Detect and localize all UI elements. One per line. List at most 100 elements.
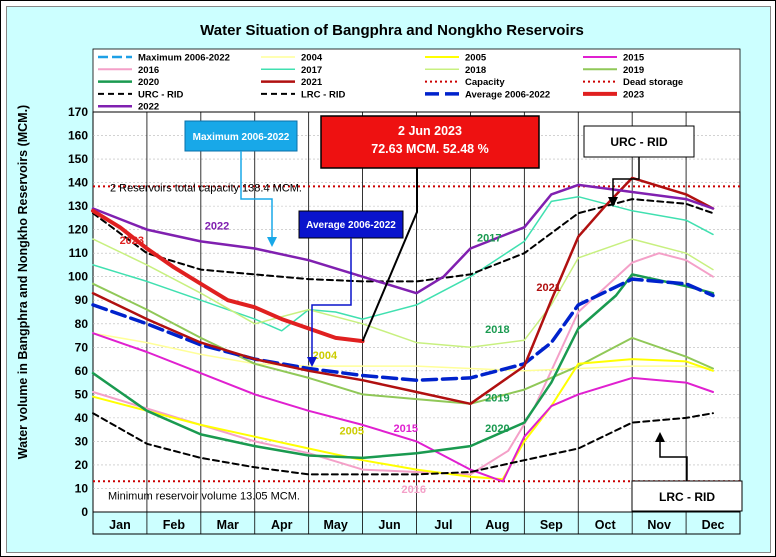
series-label: 2019 <box>485 392 509 404</box>
series-label: 2016 <box>402 484 426 496</box>
series-labels: 2022 2023 2017 2021 2018 2004 2019 2005 2015 2020… <box>120 221 561 497</box>
series-label: 2022 <box>205 221 229 233</box>
avg-callout-arrow <box>307 357 317 367</box>
current-value-date: 2 Jun 2023 <box>398 124 462 138</box>
series-line-lrc-rid <box>92 412 714 476</box>
series-line-2005 <box>92 358 714 481</box>
legend-box <box>92 48 741 113</box>
reservoir-chart: Water Situation of Bangphra and Nongkho … <box>16 22 743 535</box>
y-tick-label: 120 <box>68 223 88 237</box>
x-tick-label: Mar <box>217 518 239 532</box>
legend-label: Average 2006-2022 <box>465 89 550 100</box>
series-label: 2017 <box>477 232 501 244</box>
callouts: 2 Jun 2023 72.63 MCM. 52.48 % Maximum 2006… <box>184 115 743 512</box>
series-label: 2023 <box>120 235 144 247</box>
axes: 0 10 20 30 40 50 60 70 80 90 100 110 120 130 140 150 160… <box>68 105 741 535</box>
x-tick-label: Oct <box>595 518 617 532</box>
series-line-2022 <box>91 183 715 295</box>
series-label: 2021 <box>536 282 560 294</box>
y-tick-label: 80 <box>75 317 89 331</box>
series-line-2016 <box>92 252 714 476</box>
y-tick-label: 10 <box>75 481 89 495</box>
legend-label: 2016 <box>138 65 159 76</box>
y-tick-label: 150 <box>68 152 88 166</box>
y-tick-label: 50 <box>75 387 89 401</box>
chart-panel: Water Situation of Bangphra and Nongkho … <box>6 6 771 553</box>
current-value-box <box>320 115 540 169</box>
urc-callout-text: URC - RID <box>610 135 668 149</box>
legend-label: 2019 <box>623 65 644 76</box>
legend-label: 2004 <box>301 53 323 64</box>
y-tick-label: 170 <box>68 105 88 119</box>
x-tick-label: Aug <box>485 518 509 532</box>
max-callout-text: Maximum 2006-2022 <box>193 132 290 143</box>
lrc-callout-box <box>631 480 743 512</box>
y-tick-label: 0 <box>81 505 88 519</box>
legend: Maximum 2006-2022 2004 2005 2015 2016 2017 201… <box>92 48 741 113</box>
y-tick-label: 110 <box>69 246 89 260</box>
max-callout-arrow <box>267 237 277 247</box>
legend-label: Dead storage <box>623 77 683 88</box>
min-volume-text: Minimum reservoir volume 13.05 MCM. <box>108 490 300 502</box>
x-tick-label: Feb <box>163 518 186 532</box>
series-line-2018 <box>92 238 714 349</box>
legend-label: 2017 <box>301 65 322 76</box>
y-tick-label: 130 <box>68 199 88 213</box>
month-band <box>92 511 741 535</box>
series-line-urc-rid <box>92 198 714 283</box>
y-tick-label: 140 <box>68 176 88 190</box>
y-tick-label: 90 <box>75 293 89 307</box>
series-line-2019 <box>92 282 714 405</box>
legend-label: 2022 <box>138 102 159 113</box>
series-line-2015 <box>92 332 714 483</box>
legend-label: 2015 <box>623 53 645 64</box>
legend-label: Capacity <box>465 77 505 88</box>
series-line-average-2006-2022 <box>91 277 715 382</box>
y-axis-label: Water volume in Bangphra and Nongkho Res… <box>16 105 30 459</box>
y-tick-label: 160 <box>68 129 88 143</box>
x-tick-label: Dec <box>702 518 725 532</box>
y-tick-label: 100 <box>68 270 88 284</box>
lrc-callout-text: LRC - RID <box>659 490 715 504</box>
series-label: 2005 <box>340 425 364 437</box>
avg-callout-text: Average 2006-2022 <box>306 220 396 231</box>
urc-callout-pointer <box>612 157 640 205</box>
urc-callout-box <box>583 125 695 158</box>
legend-label: 2021 <box>301 77 323 88</box>
y-tick-label: 60 <box>75 364 89 378</box>
x-tick-label: Sep <box>540 518 563 532</box>
series-label: 2018 <box>485 324 509 336</box>
y-tick-label: 70 <box>75 340 89 354</box>
x-tick-label: May <box>323 518 347 532</box>
max-callout-pointer <box>240 151 273 245</box>
y-tick-label: 30 <box>75 434 89 448</box>
series-line-2004 <box>92 332 714 372</box>
y-tick-label: 20 <box>75 458 89 472</box>
legend-label: 2020 <box>138 77 159 88</box>
current-value-amount: 72.63 MCM. 52.48 % <box>371 142 488 156</box>
capacity-text: 2 Reservoirs total capacity 138.4 MCM. <box>110 182 302 194</box>
series-line-2023 <box>91 208 365 344</box>
series-line-2020 <box>91 273 715 460</box>
legend-label: LRC - RID <box>301 89 345 100</box>
chart-title: Water Situation of Bangphra and Nongkho … <box>200 22 584 39</box>
lrc-callout-arrow <box>655 432 665 442</box>
legend-label: Maximum 2006-2022 <box>138 53 230 64</box>
series-label: 2004 <box>313 350 338 362</box>
legend-label: URC - RID <box>138 89 184 100</box>
series-layer: 2 Reservoirs total capacity 138.4 MCM. Mi… <box>91 176 740 502</box>
series-line-2021 <box>91 176 715 406</box>
x-tick-label: Jun <box>378 518 400 532</box>
current-value-pointer <box>361 168 418 342</box>
x-tick-label: Jul <box>434 518 452 532</box>
x-tick-label: Jan <box>109 518 131 532</box>
series-label: 2020 <box>485 423 509 435</box>
series-label: 2015 <box>393 423 417 435</box>
y-tick-label: 40 <box>75 411 89 425</box>
series-line-2017 <box>92 195 714 332</box>
max-callout-box <box>184 120 298 152</box>
legend-label: 2023 <box>623 89 644 100</box>
x-tick-label: Apr <box>271 518 293 532</box>
legend-label: 2005 <box>465 53 487 64</box>
